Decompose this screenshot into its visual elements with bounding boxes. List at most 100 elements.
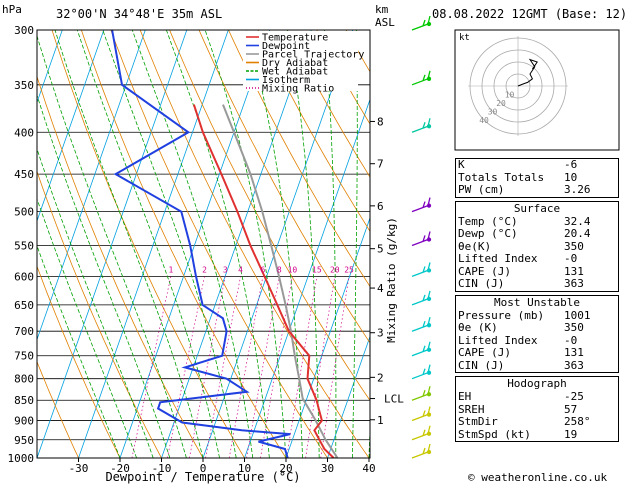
most-unstable-title: Most Unstable <box>456 296 618 310</box>
hodograph-ring-label: 20 <box>496 99 506 108</box>
mixing-ratio-axis-title: Mixing Ratio (g/kg) <box>385 217 398 343</box>
legend-entry: Mixing Ratio <box>262 84 334 95</box>
unstable-row: CAPE (J) 131 <box>456 347 618 360</box>
surface-label: Lifted Index <box>458 253 537 266</box>
wind-barb-dot <box>428 432 431 435</box>
index-value: 3.26 <box>564 184 616 197</box>
wind-barb-staff <box>412 206 428 212</box>
lcl-label: LCL <box>384 393 404 406</box>
wind-barb <box>412 426 431 440</box>
dry-adiabat-line <box>0 30 79 458</box>
pressure-tick-label: 850 <box>14 394 34 407</box>
wind-barb-staff <box>412 350 428 356</box>
unstable-value: 350 <box>564 322 616 335</box>
mixing-ratio-line <box>206 276 241 458</box>
mixing-ratio-label: 8 <box>277 265 282 274</box>
hodograph-ring-label: 30 <box>488 107 498 116</box>
dry-adiabat-line <box>52 30 245 458</box>
wind-barb-staff <box>412 394 428 400</box>
unstable-value: 131 <box>564 347 616 360</box>
location-label: 32°00'N 34°48'E 35m ASL <box>56 7 222 21</box>
index-value: -6 <box>564 159 616 172</box>
wind-barb-staff <box>412 270 428 276</box>
wind-barb-staff <box>412 373 428 379</box>
wet-adiabat-line <box>35 30 186 458</box>
km-tick-label: 3 <box>377 327 384 340</box>
wind-barb-staff <box>412 126 428 132</box>
wind-barb-dot <box>428 413 431 416</box>
dry-adiabat-line <box>140 30 369 458</box>
pressure-tick-label: 300 <box>14 24 34 37</box>
mixing-ratio-label: 6 <box>260 265 265 274</box>
km-tick-label: 2 <box>377 371 384 384</box>
pressure-tick-label: 450 <box>14 168 34 181</box>
mixing-ratio-label: 15 <box>312 265 322 274</box>
wind-barb <box>412 198 431 212</box>
pressure-tick-label: 750 <box>14 350 34 363</box>
wind-barb-staff <box>412 434 428 440</box>
surface-value: 20.4 <box>564 228 616 241</box>
hodograph-param-value: 19 <box>564 429 616 442</box>
pressure-tick-label: 500 <box>14 206 34 219</box>
wind-barb-staff <box>412 299 428 305</box>
temp-tick-label: -30 <box>69 462 89 475</box>
hodograph-param-label: StmDir <box>458 416 498 429</box>
pressure-tick-label: 950 <box>14 434 34 447</box>
surface-title: Surface <box>456 202 618 216</box>
wind-barb <box>412 231 431 245</box>
wind-barb-staff <box>412 79 428 85</box>
wind-barb <box>412 342 431 356</box>
pressure-tick-label: 800 <box>14 373 34 386</box>
unstable-label: CAPE (J) <box>458 347 511 360</box>
km-tick-label: 1 <box>377 414 384 427</box>
km-tick-label: 4 <box>377 282 384 295</box>
km-tick-label: 7 <box>377 158 384 171</box>
dry-adiabat-line <box>23 30 203 458</box>
surface-label: CIN (J) <box>458 278 504 291</box>
hodograph-param-row: EH-25 <box>456 391 618 404</box>
surface-row: Dewp (°C) 20.4 <box>456 228 618 241</box>
wind-barb-dot <box>428 125 431 128</box>
temp-tick-label: 30 <box>321 462 334 475</box>
pressure-tick-label: 650 <box>14 299 34 312</box>
hodograph-param-label: EH <box>458 391 471 404</box>
wind-barb <box>412 118 431 132</box>
mixing-ratio-line <box>189 276 225 458</box>
hodograph-title: Hodograph <box>456 377 618 391</box>
surface-label: Dewp (°C) <box>458 228 518 241</box>
wind-barb-dot <box>428 238 431 241</box>
surface-row: CIN (J) 363 <box>456 278 618 291</box>
km-unit-label: km <box>375 3 389 16</box>
pressure-tick-label: 550 <box>14 239 34 252</box>
mixing-ratio-label: 25 <box>344 265 354 274</box>
datetime-label: 08.08.2022 12GMT (Base: 12) <box>432 7 627 21</box>
wind-barb-dot <box>428 77 431 80</box>
surface-value: 363 <box>564 278 616 291</box>
wind-barb-staff <box>412 239 428 245</box>
wind-barb-staff <box>412 325 428 331</box>
wind-barb <box>412 444 431 458</box>
index-label: PW (cm) <box>458 184 504 197</box>
surface-value: -0 <box>564 253 616 266</box>
km-tick-label: 6 <box>377 200 384 213</box>
wind-barb <box>412 16 431 30</box>
surface-row: Lifted Index -0 <box>456 253 618 266</box>
mixing-ratio-label: 10 <box>288 265 298 274</box>
pressure-tick-label: 600 <box>14 270 34 283</box>
km-tick-label: 5 <box>377 243 384 256</box>
wind-barb <box>412 317 431 331</box>
parcel-trajectory-line <box>223 105 338 458</box>
pressure-tick-label: 700 <box>14 325 34 338</box>
wind-barb-dot <box>428 204 431 207</box>
wind-barb-dot <box>428 348 431 351</box>
wind-barb <box>412 365 431 379</box>
index-row: K-6 <box>456 159 618 172</box>
unstable-label: CIN (J) <box>458 360 504 373</box>
unstable-label: θe (K) <box>458 322 498 335</box>
